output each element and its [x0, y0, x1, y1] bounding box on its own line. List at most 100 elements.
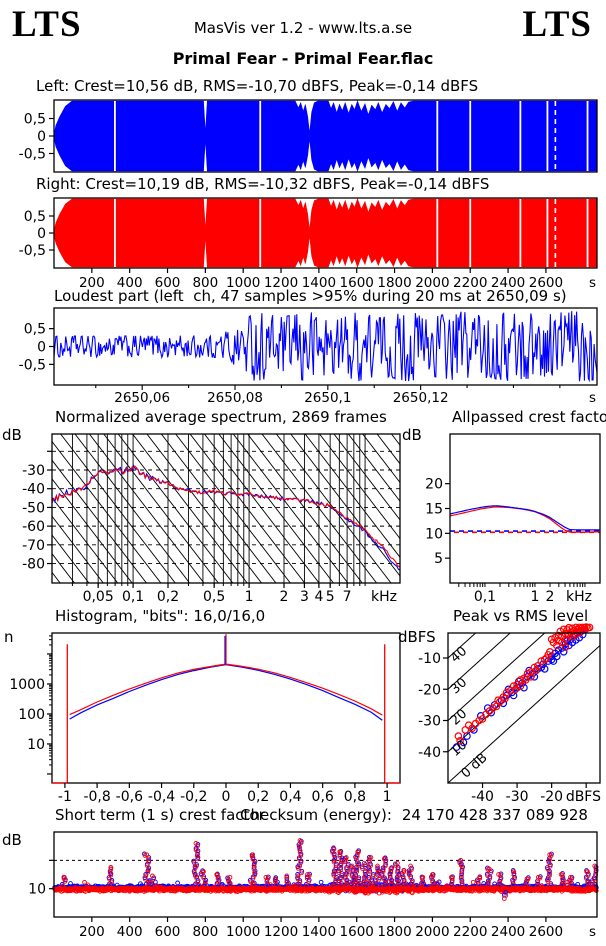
svg-text:-30: -30	[418, 714, 441, 730]
spectrum-plot: 0,05 0,1 0,2 0,5 1 2 3 4 5 7 kHz -30 -40 -50 -60 -70 -80	[22, 433, 401, 605]
app-version-line: MasVis ver 1.2 - www.lts.a.se	[193, 19, 413, 37]
svg-text:0,5: 0,5	[24, 112, 46, 128]
svg-text:2400: 2400	[491, 924, 525, 940]
svg-text:400: 400	[117, 275, 143, 291]
svg-text:10: 10	[27, 737, 45, 753]
lts-logo-right: LTS	[522, 4, 592, 45]
svg-text:-80: -80	[22, 557, 45, 573]
svg-text:1400: 1400	[302, 924, 336, 940]
svg-text:-10: -10	[418, 651, 441, 667]
svg-text:s: s	[589, 390, 596, 406]
svg-text:0,6: 0,6	[312, 789, 334, 805]
svg-text:-50: -50	[22, 500, 45, 516]
svg-text:-40: -40	[471, 789, 494, 805]
peak-rms-title: Peak vs RMS level	[453, 607, 589, 625]
svg-text:20: 20	[425, 477, 443, 493]
svg-text:-70: -70	[22, 538, 45, 554]
svg-text:0,2: 0,2	[247, 789, 269, 805]
svg-text:-0,5: -0,5	[19, 357, 46, 373]
svg-text:2400: 2400	[491, 275, 525, 291]
svg-text:0,8: 0,8	[344, 789, 366, 805]
svg-text:1400: 1400	[302, 275, 336, 291]
svg-text:1600: 1600	[340, 924, 374, 940]
allpassed-title: Allpassed crest factor	[452, 408, 606, 426]
svg-text:0: 0	[222, 789, 231, 805]
right-waveform-plot: 0,50-0,5	[19, 197, 598, 269]
peak-rms-ylabel: dBFS	[398, 628, 436, 646]
svg-text:-30: -30	[506, 789, 529, 805]
svg-text:-0,6: -0,6	[116, 789, 143, 805]
allpassed-plot: 0,1 1 2 kHz 5 10 15 20	[425, 433, 601, 605]
histogram-title: Histogram, "bits": 16,0/16,0	[55, 607, 266, 625]
svg-text:2600: 2600	[529, 275, 563, 291]
svg-text:30: 30	[448, 675, 470, 697]
svg-text:1800: 1800	[377, 924, 411, 940]
svg-text:2650,1: 2650,1	[304, 390, 351, 406]
svg-text:0,4: 0,4	[279, 789, 301, 805]
svg-text:800: 800	[192, 275, 218, 291]
svg-text:-0,2: -0,2	[180, 789, 207, 805]
short-term-time-axis: 200 400 600 800 1000 1200 1400 1600 1800 2000 2200…	[79, 917, 596, 940]
svg-text:1000: 1000	[226, 275, 260, 291]
svg-text:5: 5	[434, 551, 443, 567]
svg-text:2650,06: 2650,06	[114, 390, 170, 406]
svg-text:2: 2	[280, 589, 289, 605]
short-term-title: Short term (1 s) crest factor	[55, 806, 265, 824]
svg-text:-60: -60	[22, 519, 45, 535]
svg-text:1000: 1000	[226, 924, 260, 940]
svg-text:1600: 1600	[340, 275, 374, 291]
short-term-crest-plot: 10	[28, 831, 599, 918]
svg-text:600: 600	[155, 924, 181, 940]
svg-text:0: 0	[37, 226, 46, 242]
svg-text:0: 0	[37, 129, 46, 145]
svg-text:1: 1	[245, 589, 254, 605]
svg-text:-30: -30	[22, 463, 45, 479]
svg-text:1800: 1800	[377, 275, 411, 291]
short-term-ylabel: dB	[2, 831, 22, 849]
svg-text:0,5: 0,5	[24, 209, 46, 225]
svg-text:2: 2	[546, 589, 555, 605]
left-channel-stats: Left: Crest=10,56 dB, RMS=-10,70 dBFS, P…	[36, 77, 479, 95]
svg-text:0: 0	[37, 340, 46, 356]
svg-text:2200: 2200	[453, 924, 487, 940]
svg-text:200: 200	[79, 275, 105, 291]
svg-text:15: 15	[425, 502, 443, 518]
svg-text:-1: -1	[58, 789, 72, 805]
svg-text:-40: -40	[22, 482, 45, 498]
histogram-ylabel: n	[4, 628, 14, 646]
svg-text:600: 600	[155, 275, 181, 291]
svg-text:0 dB: 0 dB	[459, 750, 491, 781]
checksum: Checksum (energy): 24 170 428 337 089 928	[240, 806, 588, 824]
loudest-part-title: Loudest part (left ch, 47 samples >95% d…	[54, 287, 567, 305]
svg-text:0,1: 0,1	[122, 589, 144, 605]
svg-text:1000: 1000	[9, 677, 45, 693]
svg-text:1200: 1200	[264, 275, 298, 291]
right-channel-stats: Right: Crest=10,19 dB, RMS=-10,32 dBFS, …	[36, 175, 490, 193]
svg-text:3: 3	[300, 589, 309, 605]
svg-text:200: 200	[79, 924, 105, 940]
svg-text:800: 800	[192, 924, 218, 940]
svg-text:kHz: kHz	[566, 589, 592, 605]
allpassed-ylabel: dB	[402, 426, 422, 444]
lts-logo-left: LTS	[12, 4, 82, 45]
svg-text:-20: -20	[540, 789, 563, 805]
svg-text:2600: 2600	[529, 924, 563, 940]
svg-text:0,2: 0,2	[157, 589, 179, 605]
loudest-part-plot: 0,5 0-0,5 2650,06 2650,08 2650,1 2650,12 s	[19, 307, 598, 406]
svg-text:2000: 2000	[415, 275, 449, 291]
svg-text:-0,5: -0,5	[19, 147, 46, 163]
svg-text:0,5: 0,5	[24, 322, 46, 338]
svg-text:5: 5	[326, 589, 335, 605]
svg-text:dBFS: dBFS	[566, 789, 601, 805]
svg-text:-0,5: -0,5	[19, 243, 46, 259]
svg-text:0,1: 0,1	[474, 589, 496, 605]
svg-text:100: 100	[18, 707, 45, 723]
svg-text:400: 400	[117, 924, 143, 940]
checksum-label: Checksum (energy):	[240, 806, 392, 824]
svg-text:1: 1	[383, 789, 392, 805]
svg-text:-0,4: -0,4	[148, 789, 175, 805]
svg-text:4: 4	[314, 589, 323, 605]
spectrum-title: Normalized average spectrum, 2869 frames	[55, 408, 387, 426]
